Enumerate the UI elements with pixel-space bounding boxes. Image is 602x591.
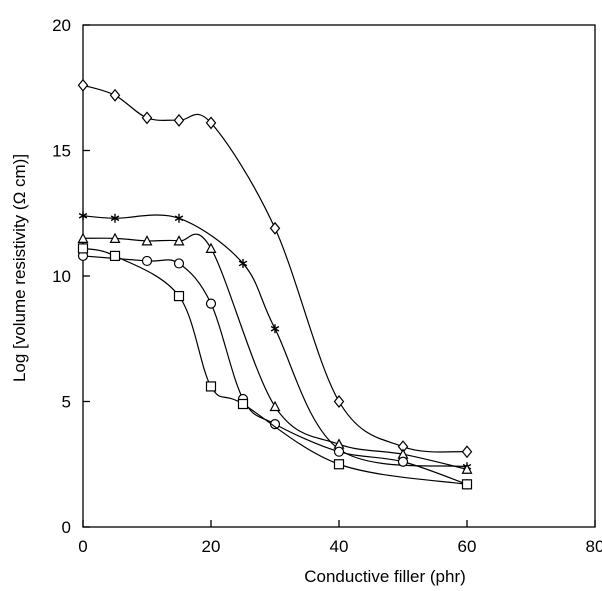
triangle-series-line bbox=[82, 233, 468, 470]
diamond-series-line bbox=[82, 84, 468, 453]
asterisk-stroke bbox=[270, 325, 280, 332]
square-marker bbox=[77, 243, 89, 254]
circle-marker bbox=[173, 258, 185, 269]
square-marker bbox=[461, 479, 473, 490]
square-marker bbox=[205, 381, 217, 392]
y-axis-title: Log [volume resistivity (Ω cm)] bbox=[10, 154, 29, 382]
square-series bbox=[77, 243, 473, 490]
circle-series-line bbox=[82, 255, 468, 485]
diamond-marker bbox=[205, 116, 217, 130]
square-marker bbox=[109, 250, 121, 262]
diamond-marker bbox=[333, 395, 345, 408]
circle-marker bbox=[141, 255, 153, 267]
y-tick-label: 0 bbox=[62, 518, 71, 537]
ticks-group: 0 20 40 60 80 0 5 10 15 20 bbox=[52, 16, 602, 556]
asterisk-series bbox=[78, 211, 472, 472]
asterisk-marker bbox=[110, 213, 120, 223]
diamond-marker bbox=[77, 78, 89, 92]
asterisk-series-line bbox=[82, 214, 468, 468]
asterisk-stroke bbox=[238, 260, 248, 267]
y-tick-label: 5 bbox=[62, 393, 71, 412]
diamond-marker bbox=[109, 88, 121, 102]
asterisk-marker bbox=[174, 213, 184, 223]
x-tick-label: 40 bbox=[330, 537, 349, 556]
asterisk-marker bbox=[238, 258, 248, 268]
triangle-marker bbox=[77, 232, 89, 243]
diamond-marker bbox=[173, 113, 185, 127]
x-tick-label: 20 bbox=[202, 537, 221, 556]
series-group bbox=[77, 78, 473, 490]
x-tick-label: 0 bbox=[78, 537, 87, 556]
triangle-marker bbox=[461, 463, 473, 474]
square-marker bbox=[333, 459, 345, 470]
triangle-marker bbox=[269, 400, 281, 412]
diamond-marker bbox=[461, 445, 473, 459]
diamond-marker bbox=[269, 221, 281, 235]
triangle-marker bbox=[205, 242, 217, 253]
triangle-marker bbox=[173, 235, 185, 246]
asterisk-marker bbox=[78, 211, 88, 221]
x-tick-label: 80 bbox=[586, 537, 602, 556]
square-marker bbox=[237, 398, 249, 410]
x-tick-label: 60 bbox=[458, 537, 477, 556]
triangle-series bbox=[77, 232, 473, 474]
y-tick-label: 15 bbox=[52, 142, 71, 161]
circle-marker bbox=[333, 446, 345, 457]
asterisk-stroke bbox=[78, 212, 88, 219]
asterisk-marker bbox=[270, 324, 280, 334]
x-axis-title: Conductive filler (phr) bbox=[304, 567, 466, 586]
y-tick-label: 10 bbox=[52, 267, 71, 286]
asterisk-stroke bbox=[174, 215, 184, 222]
y-tick-label: 20 bbox=[52, 16, 71, 35]
circle-marker bbox=[397, 456, 409, 467]
diamond-series bbox=[77, 78, 473, 459]
circle-series bbox=[77, 250, 473, 490]
diamond-marker bbox=[141, 111, 153, 125]
triangle-marker bbox=[109, 232, 121, 243]
triangle-marker bbox=[141, 235, 153, 246]
square-marker bbox=[173, 290, 185, 302]
circle-marker bbox=[205, 298, 217, 309]
asterisk-stroke bbox=[110, 215, 120, 222]
